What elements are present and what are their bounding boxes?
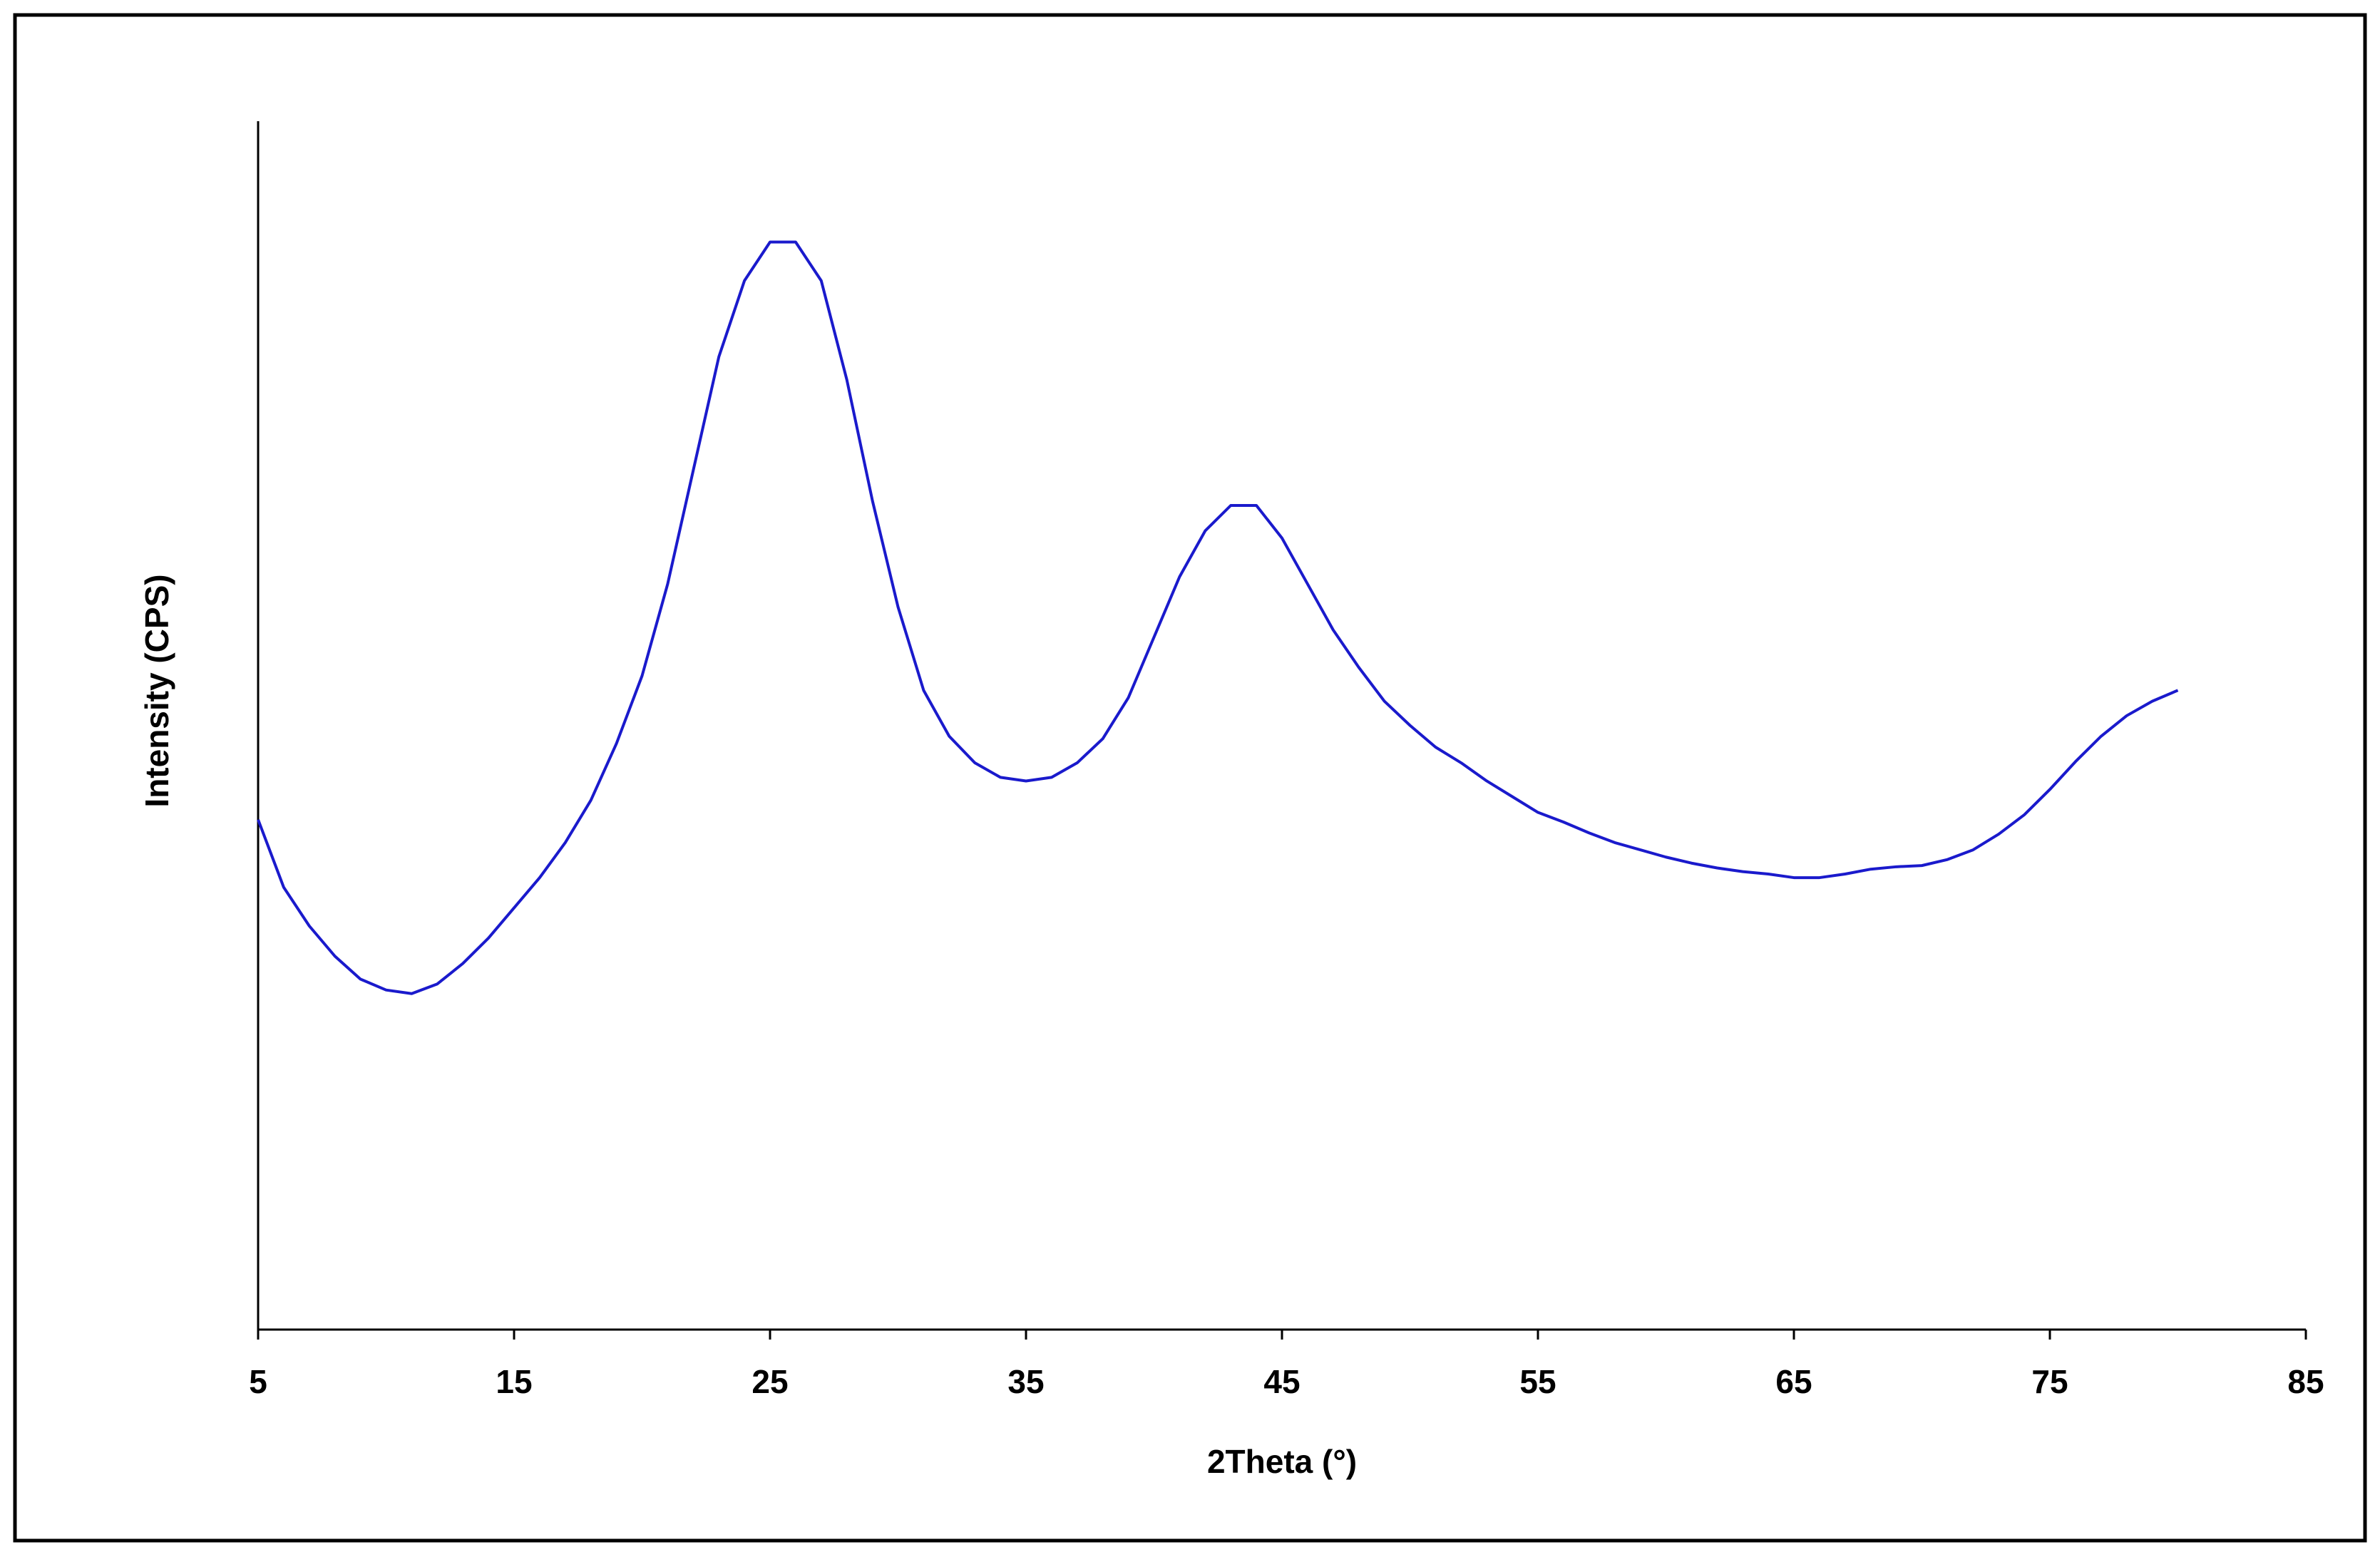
x-tick-label: 5	[249, 1363, 267, 1400]
x-tick-label: 25	[752, 1363, 788, 1400]
x-tick-label: 15	[496, 1363, 532, 1400]
data-line	[257, 240, 2179, 995]
x-tick-label: 65	[1775, 1363, 1812, 1400]
x-tick-label: 45	[1263, 1363, 1300, 1400]
x-tick-label: 85	[2287, 1363, 2324, 1400]
x-tick-label: 55	[1519, 1363, 1556, 1400]
x-tick-label: 35	[1007, 1363, 1044, 1400]
x-axis-title: 2Theta (°)	[1207, 1443, 1357, 1480]
x-tick-label: 75	[2031, 1363, 2068, 1400]
chart-border	[13, 13, 2367, 1543]
y-axis-title: Intensity (CPS)	[138, 574, 175, 807]
